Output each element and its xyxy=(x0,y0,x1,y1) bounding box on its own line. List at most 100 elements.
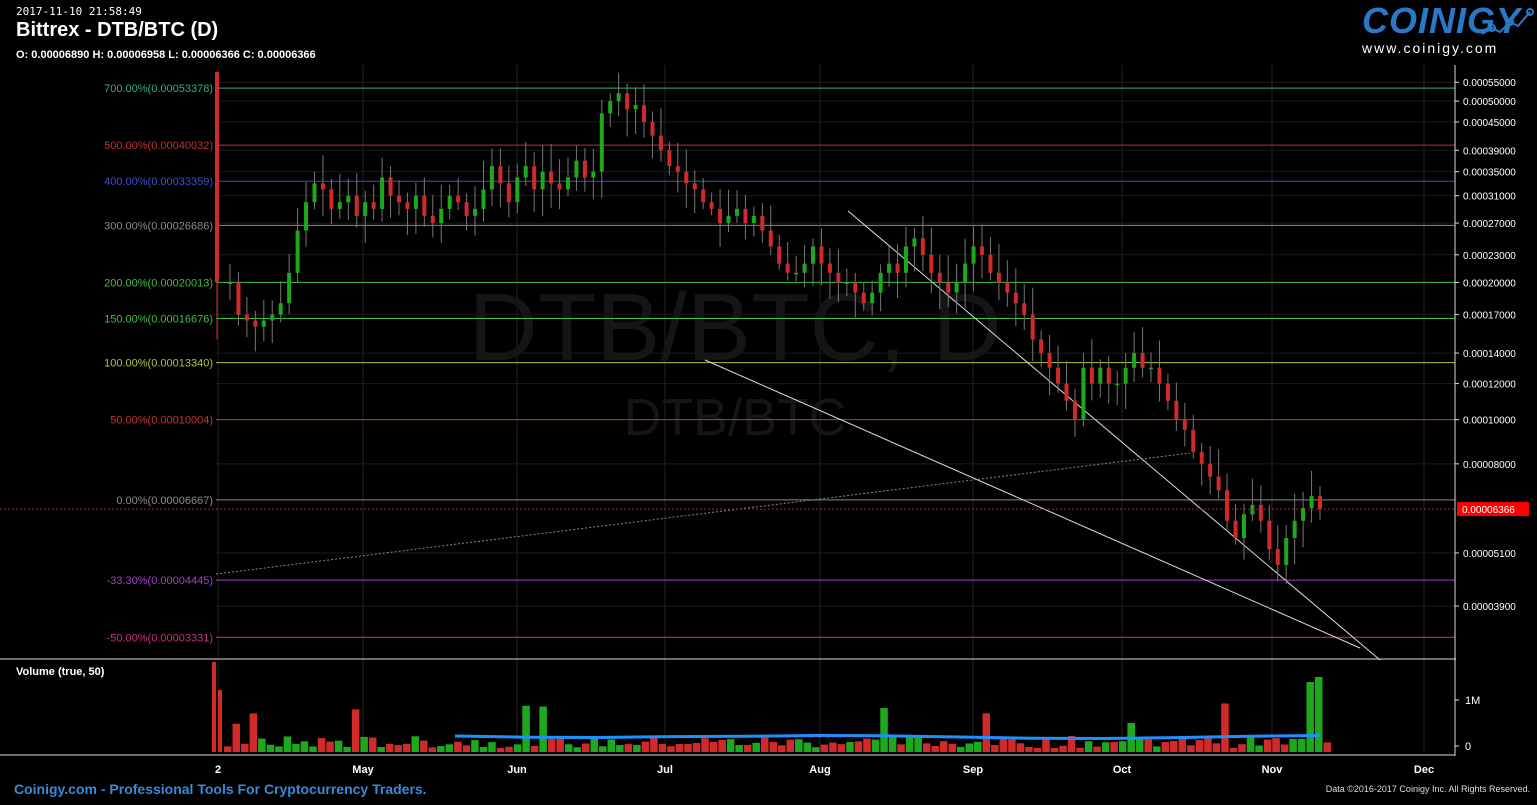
volume-bar xyxy=(539,706,547,752)
volume-bar xyxy=(454,741,462,752)
fib-label: 700.00%(0.00053378) xyxy=(104,83,213,95)
volume-bar xyxy=(479,746,488,752)
volume-bar xyxy=(854,741,863,752)
volume-bar xyxy=(658,743,667,752)
candle-body xyxy=(929,254,934,273)
coinigy-logo[interactable]: COINIGY xyxy=(1362,0,1522,41)
candle-body xyxy=(1064,383,1069,401)
volume-tick-label: 0 xyxy=(1465,741,1471,753)
volume-tick-label: 1M xyxy=(1465,695,1480,707)
trendline-dotted xyxy=(215,452,1191,575)
candle-body xyxy=(312,183,317,203)
volume-bar xyxy=(1306,682,1314,752)
volume-bar xyxy=(428,747,437,752)
volume-bar xyxy=(1204,738,1212,752)
volume-bar xyxy=(1178,736,1187,752)
candle-body xyxy=(726,215,731,224)
candle-body xyxy=(329,189,334,209)
volume-bar xyxy=(394,745,402,752)
volume-bar xyxy=(863,738,871,752)
volume-bar xyxy=(266,744,275,752)
volume-bar xyxy=(224,746,232,752)
volume-bar xyxy=(1118,741,1127,752)
volume-bar xyxy=(939,741,948,752)
candle-body xyxy=(489,166,494,190)
y-tick-label: 0.00008000 xyxy=(1463,460,1516,471)
volume-ma-line xyxy=(454,733,1321,741)
candle-body xyxy=(954,282,959,293)
coinigy-url[interactable]: www.coinigy.com xyxy=(1362,40,1499,56)
volume-label: Volume (true, 50) xyxy=(16,666,105,678)
watermark-pair: DTB/BTC xyxy=(624,389,846,447)
candle-body xyxy=(413,195,418,209)
volume-bar xyxy=(1246,736,1255,752)
candle-body xyxy=(582,160,587,178)
volume-bar xyxy=(846,742,854,752)
y-tick-label: 0.00017000 xyxy=(1463,311,1516,322)
axes: 2 May Jun Jul Aug Sep Oct Nov Dec 0.00055000 0.000… xyxy=(0,65,1529,776)
candle-body xyxy=(473,208,478,216)
volume-bar xyxy=(1093,746,1101,752)
candle-body xyxy=(439,208,444,224)
candle-body xyxy=(1115,383,1120,386)
volume-bar xyxy=(212,662,216,752)
candle-body xyxy=(988,254,993,273)
fib-label: 100.00%(0.00013340) xyxy=(104,358,213,370)
ohlc-readout: O: 0.00006890 H: 0.00006958 L: 0.0000636… xyxy=(16,49,316,61)
candle-body xyxy=(684,171,689,184)
volume-bar xyxy=(888,736,897,752)
volume-bar xyxy=(1229,747,1238,752)
chart-title: Bittrex - DTB/BTC (D) xyxy=(16,19,219,41)
volume-bar xyxy=(1238,744,1246,752)
trendline-upper xyxy=(847,210,1381,661)
y-tick-label: 0.00050000 xyxy=(1463,97,1516,108)
last-price-label: 0.00006366 xyxy=(1462,505,1515,516)
candle-body xyxy=(278,303,283,315)
volume-bar xyxy=(547,738,556,752)
volume-bar xyxy=(377,746,385,752)
candle-body xyxy=(1225,490,1230,521)
timestamp: 2017-11-10 21:58:49 xyxy=(16,5,142,18)
footer-tagline[interactable]: Coinigy.com - Professional Tools For Cry… xyxy=(14,781,427,797)
volume-bar xyxy=(1195,739,1204,752)
candle-body xyxy=(1106,367,1111,384)
candle-body xyxy=(481,189,486,209)
x-tick-label: May xyxy=(352,764,374,776)
volume-bar xyxy=(1101,742,1110,752)
volume-bar xyxy=(368,737,377,752)
x-tick-label: Dec xyxy=(1414,764,1434,776)
candle-body xyxy=(304,202,309,231)
candle-body xyxy=(1267,520,1272,550)
y-tick-label: 0.00010000 xyxy=(1463,416,1516,427)
volume-bar xyxy=(573,747,581,752)
volume-bar xyxy=(258,738,266,752)
y-tick-label: 0.00055000 xyxy=(1463,78,1516,89)
fib-label: -50.00%(0.00003331) xyxy=(107,632,213,644)
trendline-lower xyxy=(704,359,1361,649)
volume-bar xyxy=(607,739,616,752)
candle-body xyxy=(253,320,258,327)
candle-body xyxy=(215,71,219,283)
candle-body xyxy=(760,215,765,231)
volume-bar xyxy=(914,737,922,752)
candle-body xyxy=(1140,353,1145,368)
fib-label: -33.30%(0.00004445) xyxy=(107,575,213,587)
x-tick-label: Sep xyxy=(963,764,983,776)
volume-bar xyxy=(1323,742,1331,752)
candle-body xyxy=(794,272,799,275)
volume-bar xyxy=(931,745,939,752)
volume-bar xyxy=(760,737,769,752)
volume-bar xyxy=(283,736,292,752)
volume-bar xyxy=(650,736,658,752)
candle-body xyxy=(1123,367,1128,384)
volume-bar xyxy=(385,743,394,752)
candle-body xyxy=(937,272,942,283)
y-tick-label: 0.00020000 xyxy=(1463,278,1516,289)
candle-body xyxy=(295,230,300,273)
volume-bar xyxy=(829,742,837,752)
volume-bar xyxy=(726,739,735,752)
candle-body xyxy=(1039,339,1044,354)
volume-bar xyxy=(1289,738,1297,752)
volume-bar xyxy=(1025,746,1033,752)
